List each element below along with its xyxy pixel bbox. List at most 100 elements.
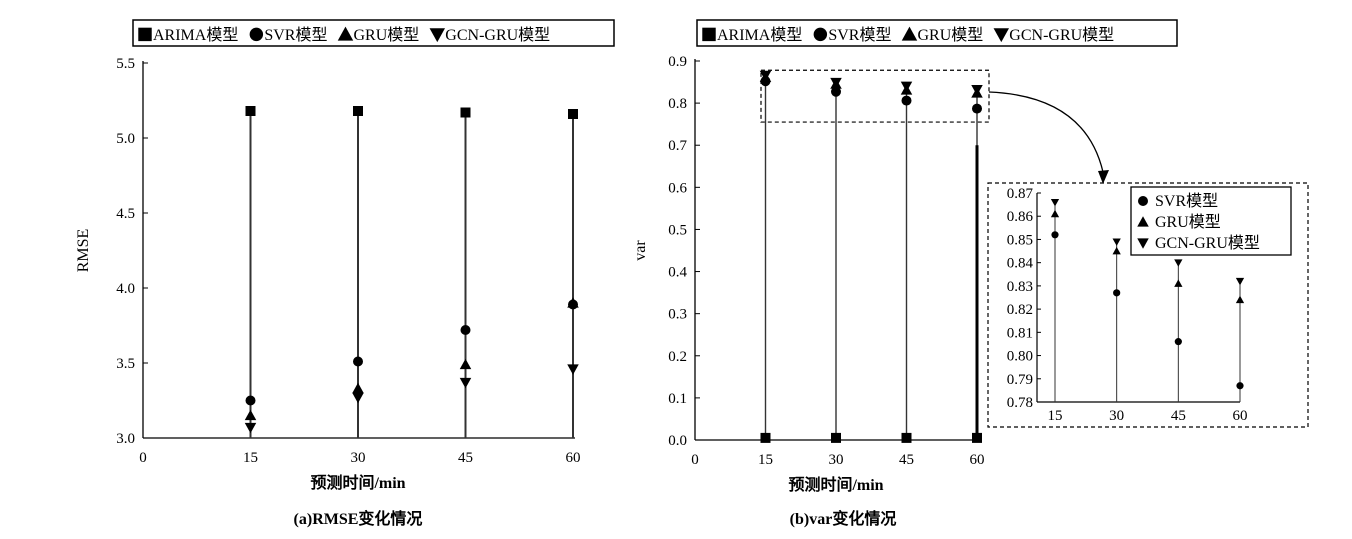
legend-entry: GCN-GRU模型 bbox=[429, 26, 550, 44]
legend-entry: GCN-GRU模型 bbox=[993, 26, 1114, 44]
legend-marker bbox=[138, 27, 152, 42]
legend-label: SVR模型 bbox=[828, 26, 891, 44]
data-point bbox=[760, 432, 771, 443]
x-tick-label: 30 bbox=[351, 450, 366, 466]
legend-entry: ARIMA模型 bbox=[702, 26, 802, 44]
legend-label: ARIMA模型 bbox=[153, 26, 238, 44]
zoom-arrow bbox=[988, 91, 1104, 173]
series-circle bbox=[245, 299, 578, 406]
data-point bbox=[244, 422, 257, 434]
inset-legend-entry: GCN-GRU模型 bbox=[1137, 234, 1260, 252]
data-point bbox=[900, 81, 913, 93]
y-tick-label: 0.2 bbox=[668, 349, 687, 365]
x-tick-label: 45 bbox=[458, 450, 473, 466]
y-tick-label: 4.5 bbox=[116, 206, 135, 222]
legend-entry: GRU模型 bbox=[901, 26, 983, 44]
inset-y-tick-label: 0.83 bbox=[1007, 279, 1033, 295]
x-tick-label: 0 bbox=[691, 452, 699, 468]
x-tick-label: 15 bbox=[758, 452, 773, 468]
y-axis-label: var bbox=[632, 240, 649, 261]
inset-data-point bbox=[1050, 209, 1060, 218]
inset-legend: SVR模型 GRU模型 GCN-GRU模型 bbox=[1130, 186, 1292, 256]
inset-data-point bbox=[1235, 295, 1245, 304]
y-tick-label: 5.0 bbox=[116, 131, 135, 147]
y-tick-label: 0.3 bbox=[668, 307, 687, 323]
y-tick-label: 4.0 bbox=[116, 281, 135, 297]
data-point bbox=[459, 358, 472, 370]
data-point bbox=[567, 364, 579, 375]
series-square bbox=[760, 432, 982, 443]
data-point bbox=[901, 432, 912, 443]
inset-data-point bbox=[1113, 289, 1121, 297]
inset-x-tick-label: 60 bbox=[1233, 408, 1248, 424]
inset-legend-entry: SVR模型 bbox=[1138, 192, 1218, 210]
legend-box bbox=[132, 19, 615, 47]
data-point bbox=[901, 95, 912, 106]
x-tick-label: 15 bbox=[243, 450, 258, 466]
legend-label: GCN-GRU模型 bbox=[445, 26, 550, 44]
data-point bbox=[352, 392, 364, 404]
data-point bbox=[568, 109, 578, 119]
legend-entry: SVR模型 bbox=[813, 26, 891, 44]
y-tick-label: 0.9 bbox=[668, 54, 687, 70]
inset-y-tick-label: 0.87 bbox=[1007, 186, 1034, 202]
inset-data-point bbox=[1051, 231, 1059, 239]
y-tick-label: 0.6 bbox=[668, 180, 687, 196]
x-tick-label: 0 bbox=[139, 450, 147, 466]
legend-entry: GRU模型 bbox=[337, 26, 419, 44]
legend-marker bbox=[337, 26, 354, 41]
inset-data-point bbox=[1235, 277, 1245, 286]
inset-x-tick-label: 15 bbox=[1048, 408, 1063, 424]
data-point bbox=[352, 382, 364, 394]
inset-data-point bbox=[1174, 259, 1183, 267]
inset-y-tick-label: 0.82 bbox=[1007, 302, 1033, 318]
legend-marker bbox=[993, 28, 1010, 43]
inset-legend-label: GCN-GRU模型 bbox=[1155, 234, 1260, 252]
data-point bbox=[459, 377, 472, 389]
data-point bbox=[460, 325, 471, 335]
y-tick-label: 0.0 bbox=[668, 433, 687, 449]
inset-legend-label: GRU模型 bbox=[1155, 213, 1221, 231]
chart-caption: (b)var变化情况 bbox=[790, 509, 897, 528]
inset-y-tick-label: 0.78 bbox=[1007, 395, 1033, 411]
inset-series-circle bbox=[1051, 231, 1244, 390]
inset-series-triangle-up bbox=[1050, 209, 1245, 304]
y-axis-label: RMSE bbox=[75, 229, 92, 273]
legend-marker bbox=[702, 27, 716, 42]
inset-x-tick-label: 30 bbox=[1109, 408, 1124, 424]
legend-marker bbox=[813, 27, 828, 42]
legend-entry: SVR模型 bbox=[249, 26, 327, 44]
y-tick-label: 0.5 bbox=[668, 222, 687, 238]
legend: ARIMA模型 SVR模型 GRU模型 GCN-GRU模型 bbox=[696, 19, 1178, 47]
data-point bbox=[831, 432, 841, 443]
inset-legend-marker bbox=[1137, 216, 1149, 227]
inset-data-point bbox=[1050, 198, 1060, 207]
inset-y-tick-label: 0.80 bbox=[1007, 349, 1033, 365]
x-axis-label: 预测时间/min bbox=[788, 475, 883, 494]
data-point bbox=[567, 297, 579, 308]
legend-marker bbox=[249, 27, 264, 42]
y-tick-label: 3.0 bbox=[116, 431, 135, 447]
chart-inset: 0.78 0.79 0.80 0.81 0.82 0.83 0.84 0.85 0.86 0.87… bbox=[987, 182, 1309, 428]
inset-data-point bbox=[1112, 246, 1121, 255]
chart-b: 0.0 0.1 0.2 0.3 0.4 0.5 0.6 0.7 0.8 0.9 0 15 30 45 60 预… bbox=[632, 19, 1178, 528]
x-tick-label: 45 bbox=[899, 452, 914, 468]
chart-caption: (a)RMSE变化情况 bbox=[294, 509, 423, 528]
inset-data-point bbox=[1174, 338, 1182, 346]
x-tick-label: 60 bbox=[970, 452, 985, 468]
legend: ARIMA模型 SVR模型 GRU模型 GCN-GRU模型 bbox=[132, 19, 615, 47]
series-triangle-down bbox=[244, 364, 579, 434]
inset-data-point bbox=[1174, 279, 1183, 287]
inset-y-tick-label: 0.85 bbox=[1007, 232, 1033, 248]
inset-legend-label: SVR模型 bbox=[1155, 192, 1218, 210]
y-tick-label: 0.8 bbox=[668, 96, 687, 112]
series-square bbox=[245, 106, 578, 119]
legend-marker bbox=[901, 26, 918, 41]
inset-legend-marker bbox=[1138, 196, 1148, 206]
data-point bbox=[460, 107, 471, 118]
series-triangle-up bbox=[759, 71, 983, 98]
data-point bbox=[830, 77, 842, 89]
chart-a: 3.0 3.5 4.0 4.5 5.0 5.5 0 15 30 45 60 预测时间/min RMSE (… bbox=[75, 19, 615, 528]
legend-entry: ARIMA模型 bbox=[138, 26, 238, 44]
